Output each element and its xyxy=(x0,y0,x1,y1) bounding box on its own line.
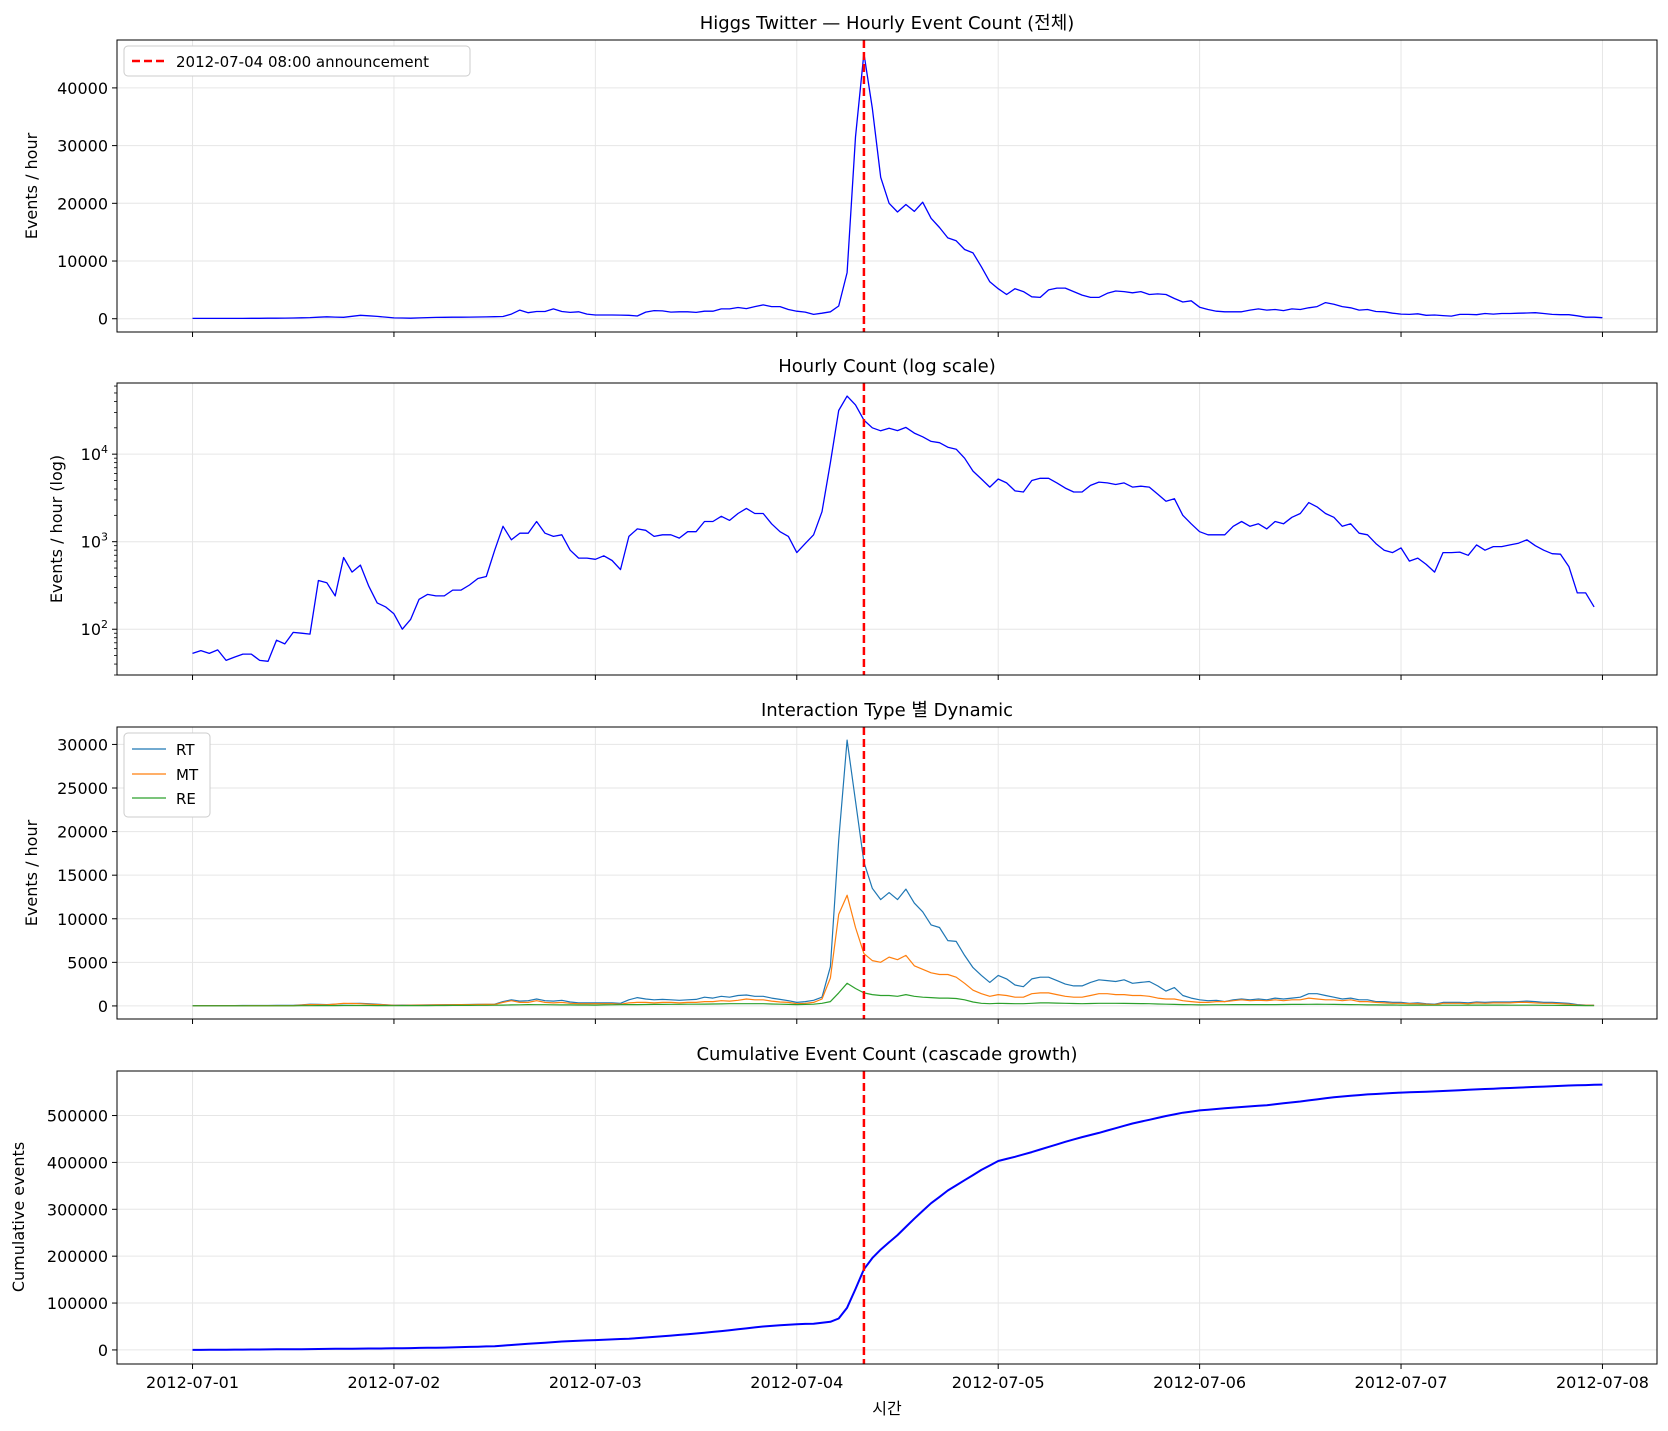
series-line-panel-2 xyxy=(192,395,1595,662)
chart-title-panel-4: Cumulative Event Count (cascade growth) xyxy=(696,1044,1077,1065)
legend-box-panel-1 xyxy=(123,45,471,77)
x-ticks-panel-4: 2012-07-01 2012-07-02 2012-07-03 2012-07-04… xyxy=(146,1364,1649,1392)
chart-title-panel-2: Hourly Count (log scale) xyxy=(778,356,996,377)
legend-label-mt: MT xyxy=(176,766,199,784)
series-panel-2 xyxy=(192,395,1595,662)
series-panel-3 xyxy=(192,739,1595,1007)
y-ticks-panel-1: 0 10000 20000 30000 40000 xyxy=(57,79,117,329)
y-axis-label-panel-4: Cumulative events xyxy=(9,1142,28,1292)
y-tick-label: 20000 xyxy=(57,823,108,842)
y-tick-label: 40000 xyxy=(57,79,108,98)
y-tick-label: 400000 xyxy=(47,1153,108,1172)
y-tick-label: 200000 xyxy=(47,1247,108,1266)
legend-panel-3: RT MT RE xyxy=(123,732,211,818)
x-tick-label: 2012-07-02 xyxy=(347,1373,440,1392)
x-ticks-panel-3 xyxy=(192,1019,1603,1024)
legend-label-re: RE xyxy=(176,790,196,808)
y-tick-label: 104 xyxy=(81,443,108,464)
panel-cumulative: 0 100000 200000 300000 400000 500000 2012-07-… xyxy=(9,1044,1658,1418)
legend-label-rt: RT xyxy=(176,741,195,759)
y-tick-label: 500000 xyxy=(47,1107,108,1126)
y-ticks-panel-2: 102 103 104 xyxy=(81,385,117,676)
x-axis-label: 시간 xyxy=(872,1399,902,1418)
y-tick-label: 300000 xyxy=(47,1200,108,1219)
y-axis-label-panel-1: Events / hour xyxy=(22,132,41,239)
x-ticks-panel-1 xyxy=(192,332,1603,337)
series-panel-4 xyxy=(192,1083,1603,1351)
y-tick-label: 103 xyxy=(81,531,108,552)
y-tick-label: 25000 xyxy=(57,779,108,798)
chart-title-panel-1: Higgs Twitter — Hourly Event Count (전체) xyxy=(700,13,1075,34)
y-axis-label-panel-3: Events / hour xyxy=(22,819,41,926)
x-ticks-panel-2 xyxy=(192,675,1603,680)
series-panel-1 xyxy=(192,52,1603,320)
legend-label-announcement: 2012-07-04 08:00 announcement xyxy=(176,53,429,71)
y-tick-label: 100000 xyxy=(47,1294,108,1313)
chart-title-panel-3: Interaction Type 별 Dynamic xyxy=(761,700,1013,721)
y-tick-label: 10000 xyxy=(57,252,108,271)
y-tick-label: 0 xyxy=(98,997,108,1016)
y-ticks-panel-3: 0 5000 10000 15000 20000 25000 30000 xyxy=(57,735,117,1016)
y-tick-label: 10000 xyxy=(57,910,108,929)
x-tick-label: 2012-07-04 xyxy=(750,1373,843,1392)
y-ticks-panel-4: 0 100000 200000 300000 400000 500000 xyxy=(47,1107,117,1360)
axes-frame-panel-2 xyxy=(116,382,1658,676)
axes-frame-panel-1 xyxy=(116,39,1658,333)
panel-hourly-count: 0 10000 20000 30000 40000 Higgs Twitter — Ho… xyxy=(22,13,1658,337)
y-tick-label: 5000 xyxy=(67,953,108,972)
legend-box-panel-3 xyxy=(123,732,211,818)
series-line-re xyxy=(192,982,1595,1007)
x-tick-label: 2012-07-08 xyxy=(1556,1373,1649,1392)
series-line-panel-4 xyxy=(192,1083,1603,1351)
grid-panel-2 xyxy=(117,383,1657,675)
x-tick-label: 2012-07-07 xyxy=(1355,1373,1448,1392)
y-tick-label: 0 xyxy=(98,310,108,329)
y-tick-label: 20000 xyxy=(57,194,108,213)
legend-panel-1: 2012-07-04 08:00 announcement xyxy=(123,45,471,77)
grid-panel-4 xyxy=(117,1071,1657,1364)
y-tick-label: 0 xyxy=(98,1341,108,1360)
y-axis-label-panel-2: Events / hour (log) xyxy=(47,455,66,603)
grid-panel-1 xyxy=(117,40,1657,332)
y-tick-label: 15000 xyxy=(57,866,108,885)
axes-frame-panel-4 xyxy=(116,1070,1658,1365)
x-tick-label: 2012-07-01 xyxy=(146,1373,239,1392)
panel-log-scale: 102 103 104 Hourly Count (log scale) Event… xyxy=(47,356,1658,680)
y-tick-label: 30000 xyxy=(57,137,108,156)
axes-frame-panel-3 xyxy=(116,726,1658,1020)
x-tick-label: 2012-07-06 xyxy=(1153,1373,1246,1392)
panel-interaction-types: 0 5000 10000 15000 20000 25000 30000 Interacti… xyxy=(22,700,1658,1024)
y-tick-label: 102 xyxy=(81,618,108,639)
series-line-panel-1 xyxy=(192,52,1603,320)
x-tick-label: 2012-07-03 xyxy=(549,1373,642,1392)
y-tick-label: 30000 xyxy=(57,735,108,754)
x-tick-label: 2012-07-05 xyxy=(952,1373,1045,1392)
